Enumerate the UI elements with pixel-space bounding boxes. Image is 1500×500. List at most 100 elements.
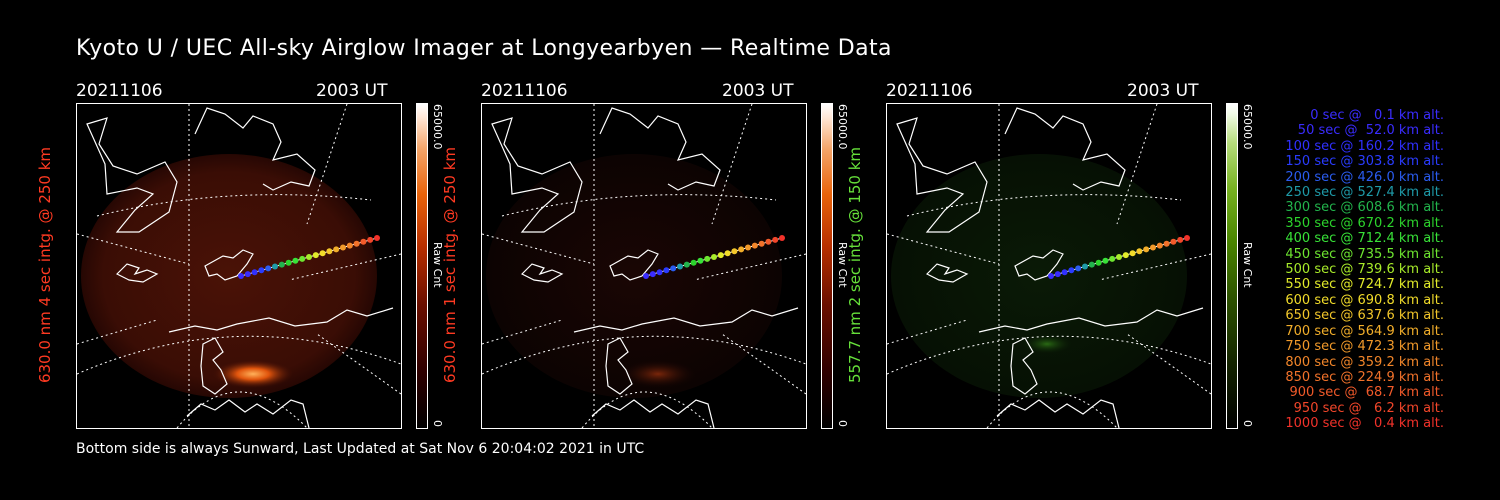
aurora-spot <box>620 360 696 388</box>
trajectory-point <box>1075 265 1082 272</box>
trajectory-point <box>1129 250 1136 257</box>
legend-entry: 850 sec @ 224.9 km alt. <box>1285 369 1444 385</box>
trajectory-point <box>346 242 353 249</box>
trajectory-point <box>677 263 683 270</box>
trajectory-point <box>772 236 779 243</box>
trajectory-point <box>717 252 724 259</box>
trajectory-point <box>306 254 312 260</box>
trajectory-track <box>1048 235 1190 279</box>
trajectory-point <box>265 265 272 272</box>
trajectory-point <box>697 257 704 264</box>
trajectory-point <box>292 257 299 264</box>
airglow-image-panel-3 <box>886 103 1212 429</box>
panel-time-1: 2003 UT <box>316 81 388 101</box>
legend-entry: 600 sec @ 690.8 km alt. <box>1285 292 1444 308</box>
trajectory-point <box>374 235 380 241</box>
trajectory-track <box>643 235 785 279</box>
trajectory-point <box>1102 257 1109 264</box>
airglow-emission <box>486 154 782 398</box>
trajectory-point <box>333 246 340 253</box>
legend-entry: 950 sec @ 6.2 km alt. <box>1293 400 1444 416</box>
trajectory-legend: 0 sec @ 0.1 km alt. 50 sec @ 52.0 km alt.… <box>1248 108 1444 432</box>
trajectory-point <box>738 246 745 253</box>
legend-entry: 450 sec @ 735.5 km alt. <box>1285 246 1444 262</box>
trajectory-point <box>779 235 785 241</box>
trajectory-point <box>1095 259 1102 266</box>
trajectory-point <box>1170 238 1177 245</box>
trajectory-point <box>1150 244 1156 251</box>
trajectory-point <box>1068 267 1075 274</box>
legend-entry: 250 sec @ 527.4 km alt. <box>1285 185 1444 201</box>
colorbar-3 <box>1226 103 1238 429</box>
trajectory-point <box>326 248 333 255</box>
geo-grid <box>77 104 401 428</box>
trajectory-point <box>278 261 285 268</box>
trajectory-point <box>643 273 649 279</box>
panel-ylabel-1: 630.0 nm 4 sec intg. @ 250 km <box>36 146 54 384</box>
trajectory-point <box>1048 273 1054 279</box>
airglow-image-panel-1 <box>76 103 402 429</box>
panel-ylabel-3: 557.7 nm 2 sec intg. @ 150 km <box>846 146 864 384</box>
footer-note: Bottom side is always Sunward, Last Upda… <box>76 441 645 457</box>
legend-entry: 650 sec @ 637.6 km alt. <box>1285 308 1444 324</box>
trajectory-point <box>1156 242 1163 249</box>
legend-entry: 50 sec @ 52.0 km alt. <box>1297 123 1444 139</box>
airglow-image-panel-2 <box>481 103 807 429</box>
trajectory-point <box>1122 252 1129 259</box>
trajectory-point <box>704 255 711 262</box>
trajectory-point <box>663 267 670 274</box>
legend-entry: 900 sec @ 68.7 km alt. <box>1289 385 1444 401</box>
aurora-spot <box>1021 334 1073 354</box>
coastline-map <box>86 107 394 428</box>
trajectory-point <box>360 238 367 245</box>
geo-grid <box>482 104 806 428</box>
trajectory-point <box>745 244 751 251</box>
trajectory-point <box>1116 254 1122 260</box>
legend-entry: 200 sec @ 426.0 km alt. <box>1285 169 1444 185</box>
legend-entry: 800 sec @ 359.2 km alt. <box>1285 354 1444 370</box>
legend-entry: 750 sec @ 472.3 km alt. <box>1285 339 1444 355</box>
panel-date-2: 20211106 <box>481 81 568 101</box>
trajectory-point <box>272 263 278 270</box>
aurora-spot <box>213 360 293 388</box>
panel-date-3: 20211106 <box>886 81 973 101</box>
legend-entry: 700 sec @ 564.9 km alt. <box>1285 323 1444 339</box>
colorbar-1 <box>416 103 428 429</box>
geo-grid <box>887 104 1211 428</box>
trajectory-point <box>711 254 717 260</box>
legend-entry: 1000 sec @ 0.4 km alt. <box>1285 416 1444 432</box>
trajectory-point <box>340 244 346 251</box>
trajectory-point <box>1109 255 1116 262</box>
trajectory-point <box>285 259 292 266</box>
trajectory-point <box>1177 236 1184 243</box>
trajectory-point <box>238 273 244 279</box>
trajectory-point <box>353 240 360 247</box>
panel-ylabel-2: 630.0 nm 1 sec intg. @ 250 km <box>441 146 459 384</box>
trajectory-track <box>238 235 380 279</box>
legend-entry: 100 sec @ 160.2 km alt. <box>1285 138 1444 154</box>
trajectory-point <box>319 250 326 257</box>
airglow-emission <box>81 154 377 398</box>
trajectory-point <box>765 238 772 245</box>
legend-entry: 500 sec @ 739.6 km alt. <box>1285 262 1444 278</box>
trajectory-point <box>1184 235 1190 241</box>
trajectory-point <box>244 271 251 278</box>
trajectory-point <box>1082 263 1088 270</box>
trajectory-point <box>258 267 265 274</box>
trajectory-point <box>1061 269 1068 276</box>
legend-entry: 550 sec @ 724.7 km alt. <box>1285 277 1444 293</box>
trajectory-point <box>1088 261 1095 268</box>
page-title: Kyoto U / UEC All-sky Airglow Imager at … <box>76 36 892 61</box>
colorbar-2 <box>821 103 833 429</box>
legend-entry: 350 sec @ 670.2 km alt. <box>1285 215 1444 231</box>
trajectory-point <box>656 269 663 276</box>
panel-time-2: 2003 UT <box>722 81 794 101</box>
legend-entry: 0 sec @ 0.1 km alt. <box>1310 108 1444 123</box>
trajectory-point <box>1163 240 1170 247</box>
trajectory-point <box>367 236 374 243</box>
trajectory-point <box>683 261 690 268</box>
panel-date-1: 20211106 <box>76 81 163 101</box>
legend-entry: 400 sec @ 712.4 km alt. <box>1285 231 1444 247</box>
trajectory-point <box>299 255 306 262</box>
trajectory-point <box>751 242 758 249</box>
